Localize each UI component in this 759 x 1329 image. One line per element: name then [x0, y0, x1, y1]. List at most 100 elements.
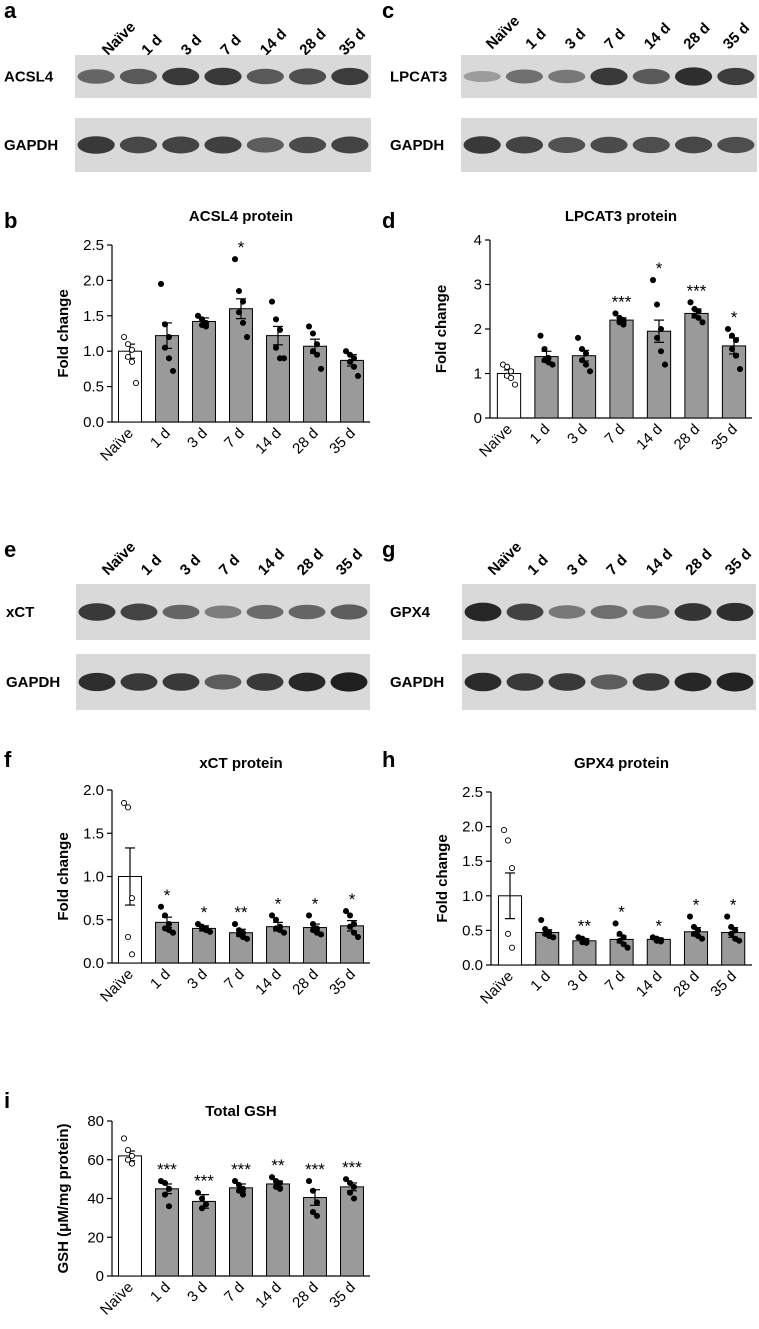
significance-marker: *	[275, 894, 282, 913]
data-point	[578, 357, 586, 364]
data-point	[503, 363, 511, 370]
bar	[646, 330, 672, 419]
data-point	[500, 827, 508, 834]
y-tick-label: 60	[87, 1152, 104, 1169]
bar	[684, 312, 709, 419]
data-point	[350, 355, 358, 362]
data-point	[124, 1147, 132, 1154]
bar-chart-h: h GPX4 protein Fold change 0.0 0.5 1.0 1.5 2.0 2…	[382, 747, 752, 1008]
x-tick-label: 1 d	[527, 421, 554, 448]
data-point	[586, 368, 594, 375]
protein-band	[78, 603, 116, 621]
protein-band	[204, 136, 242, 154]
data-point	[578, 345, 586, 353]
x-tick-label: 7 d	[221, 425, 248, 452]
protein-band	[505, 69, 544, 84]
data-point	[687, 299, 694, 306]
data-point	[128, 1160, 136, 1167]
protein-band	[548, 137, 586, 153]
bar	[340, 359, 364, 423]
protein-band	[288, 672, 326, 692]
data-point	[657, 348, 665, 355]
protein-band	[716, 602, 754, 622]
y-axis-label: GSH (μM/mg protein)	[55, 1123, 72, 1273]
protein-band	[288, 136, 327, 154]
y-tick-label: 40	[87, 1191, 104, 1208]
lane-label: 14 d	[257, 26, 290, 59]
protein-band	[674, 672, 712, 692]
data-point	[231, 921, 239, 928]
data-point	[732, 352, 740, 359]
data-point	[350, 929, 358, 936]
data-point	[165, 921, 173, 928]
protein-band	[463, 71, 501, 82]
data-point	[120, 1135, 128, 1142]
significance-marker: *	[164, 886, 171, 905]
data-point	[541, 345, 548, 353]
data-point	[649, 276, 657, 284]
lane-label: 1 d	[522, 25, 549, 52]
data-point	[657, 938, 664, 945]
data-point	[616, 937, 623, 944]
data-point	[686, 913, 694, 920]
data-point	[582, 361, 590, 368]
data-point	[507, 368, 515, 375]
lane-label: Naïve	[485, 539, 525, 579]
significance-marker: ***	[342, 1158, 362, 1177]
data-point	[317, 931, 325, 938]
lane-label: 28 d	[682, 546, 715, 579]
data-point	[538, 916, 545, 924]
significance-marker: ***	[305, 1160, 325, 1179]
y-tick-label: 2.0	[83, 782, 104, 799]
data-point	[736, 365, 744, 373]
significance-marker: **	[271, 1156, 285, 1175]
data-point	[239, 1191, 247, 1198]
control-protein-label: GAPDH	[390, 137, 444, 154]
data-point	[235, 1187, 243, 1194]
data-point	[507, 374, 515, 382]
y-tick-label: 1.5	[83, 825, 104, 842]
bar	[229, 308, 253, 423]
protein-band	[77, 69, 115, 84]
data-point	[157, 903, 165, 910]
protein-band	[288, 604, 326, 620]
target-protein-label: LPCAT3	[390, 69, 447, 86]
x-tick-label: 35 d	[708, 421, 741, 454]
x-tick-label: 14 d	[633, 421, 666, 454]
data-point	[313, 341, 321, 348]
x-tick-label: 7 d	[221, 966, 248, 993]
y-tick-label: 0	[474, 410, 482, 427]
data-point	[124, 934, 132, 941]
y-tick-label: 2.0	[83, 272, 104, 289]
data-point	[657, 325, 665, 333]
lane-label: 14 d	[641, 20, 674, 53]
x-tick-label: 28 d	[289, 425, 322, 458]
significance-marker: *	[349, 890, 356, 909]
data-point	[169, 929, 177, 936]
protein-band	[464, 672, 502, 692]
x-tick-label: 1 d	[527, 968, 554, 995]
data-point	[694, 932, 702, 939]
y-tick-label: 2.5	[462, 784, 483, 801]
data-point	[690, 923, 698, 930]
data-point	[582, 350, 590, 357]
data-point	[243, 333, 251, 341]
significance-marker: *	[656, 259, 663, 278]
data-point	[161, 1191, 169, 1198]
bar-chart-b: b ACSL4 protein Fold change 0.0 0.5 1.0 1.5 2.0…	[4, 208, 370, 465]
protein-band	[674, 136, 713, 154]
significance-marker: *	[238, 238, 245, 257]
data-point	[346, 912, 354, 919]
data-point	[346, 1179, 354, 1187]
significance-marker: *	[731, 308, 738, 327]
x-tick-label: 3 d	[564, 968, 591, 995]
data-point	[239, 319, 247, 326]
target-protein-label: xCT	[6, 604, 34, 621]
data-point	[206, 928, 214, 935]
data-point	[313, 351, 321, 358]
data-point	[342, 1176, 350, 1183]
protein-band	[162, 604, 200, 620]
panel-label: d	[382, 208, 395, 233]
protein-band	[463, 136, 501, 154]
y-tick-label: 0	[96, 1268, 104, 1285]
